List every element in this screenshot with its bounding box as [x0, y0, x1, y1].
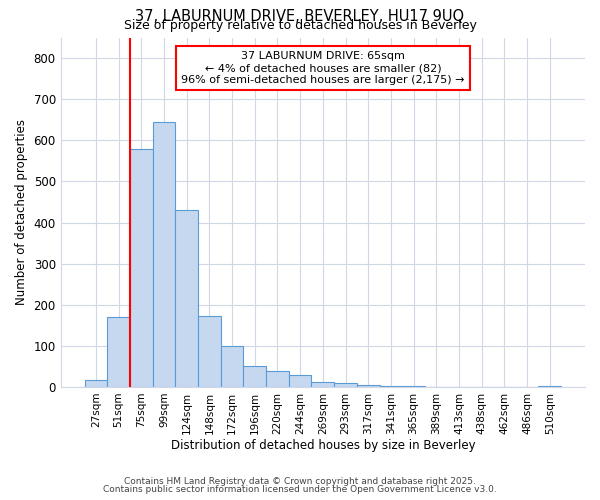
Text: 37 LABURNUM DRIVE: 65sqm
← 4% of detached houses are smaller (82)
96% of semi-de: 37 LABURNUM DRIVE: 65sqm ← 4% of detache…	[181, 52, 464, 84]
Bar	[244, 366, 266, 387]
X-axis label: Distribution of detached houses by size in Beverley: Distribution of detached houses by size …	[170, 440, 475, 452]
Text: Contains public sector information licensed under the Open Government Licence v3: Contains public sector information licen…	[103, 485, 497, 494]
Bar	[334, 383, 357, 387]
Text: Size of property relative to detached houses in Beverley: Size of property relative to detached ho…	[124, 19, 476, 32]
Bar	[130, 148, 152, 387]
Bar	[357, 386, 380, 387]
Bar	[85, 380, 107, 387]
Bar	[311, 382, 334, 387]
Text: Contains HM Land Registry data © Crown copyright and database right 2025.: Contains HM Land Registry data © Crown c…	[124, 477, 476, 486]
Y-axis label: Number of detached properties: Number of detached properties	[15, 119, 28, 305]
Bar	[107, 317, 130, 387]
Bar	[538, 386, 561, 387]
Bar	[266, 372, 289, 387]
Bar	[152, 122, 175, 387]
Bar	[198, 316, 221, 387]
Bar	[221, 346, 244, 387]
Text: 37, LABURNUM DRIVE, BEVERLEY, HU17 9UQ: 37, LABURNUM DRIVE, BEVERLEY, HU17 9UQ	[136, 9, 464, 24]
Bar	[175, 210, 198, 387]
Bar	[402, 386, 425, 387]
Bar	[380, 386, 402, 387]
Bar	[289, 374, 311, 387]
